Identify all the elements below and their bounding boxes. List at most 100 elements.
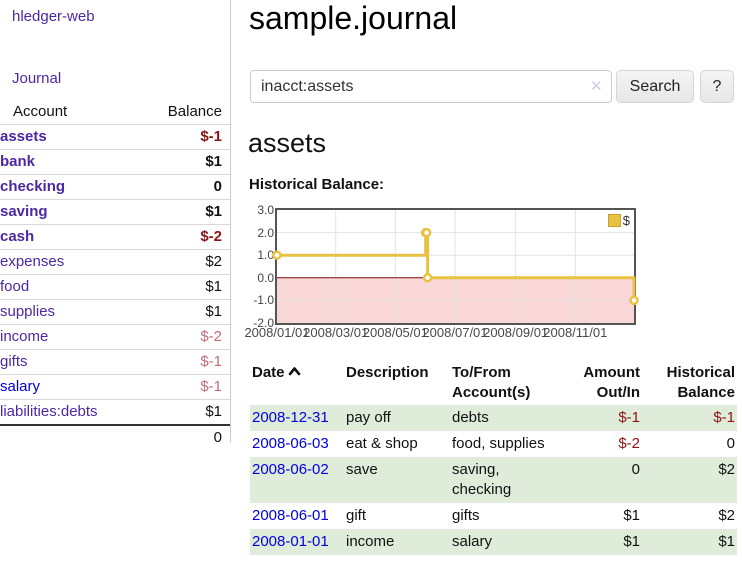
account-link-salary[interactable]: salary <box>0 378 41 395</box>
account-row: cash $-2 <box>0 224 230 250</box>
search-button[interactable]: Search <box>616 70 694 103</box>
account-row: checking 0 <box>0 174 230 200</box>
transaction-description: pay off <box>344 405 450 431</box>
account-link-income[interactable]: income <box>0 328 49 345</box>
y-tick-label: 2.0 <box>257 225 274 240</box>
transaction-balance: $-1 <box>713 409 735 426</box>
accounts-table: Account Balance assets $-1 bank $1 checkin… <box>0 100 230 450</box>
register-header-description: Description <box>346 364 429 381</box>
account-row: supplies $1 <box>0 299 230 325</box>
account-row: gifts $-1 <box>0 349 230 375</box>
account-row: liabilities:debts $1 <box>0 399 230 426</box>
sidebar-divider <box>230 0 231 443</box>
accounts-total-value: 0 <box>140 424 230 450</box>
account-balance: $1 <box>140 149 230 175</box>
account-balance: $1 <box>140 274 230 300</box>
account-row: income $-2 <box>0 324 230 350</box>
transaction-date-link[interactable]: 2008-06-03 <box>252 435 329 452</box>
register-header-accounts: To/From Account(s) <box>452 364 531 401</box>
y-tick-label: 1.0 <box>257 248 274 263</box>
chart-title: Historical Balance: <box>249 176 385 193</box>
account-row: assets $-1 <box>0 124 230 150</box>
account-link-gifts[interactable]: gifts <box>0 353 28 370</box>
account-link-food[interactable]: food <box>0 278 30 295</box>
transaction-amount: 0 <box>631 461 640 478</box>
account-balance: 0 <box>140 174 230 200</box>
transaction-description: income <box>344 529 450 555</box>
transaction-accounts: gifts <box>452 507 480 524</box>
sort-ascending-icon <box>288 363 301 383</box>
transaction-accounts: debts <box>450 405 554 431</box>
account-link-assets[interactable]: assets <box>0 128 47 145</box>
register-header-amount: Amount Out/In <box>583 364 640 401</box>
transaction-description: save <box>344 457 450 503</box>
x-tick-label: 2008/01/01 <box>244 325 310 340</box>
legend-label: $ <box>622 213 630 228</box>
account-row: saving $1 <box>0 199 230 225</box>
transaction-row: 2008-01-01 income salary $1 $1 <box>250 529 737 555</box>
transaction-row: 2008-12-31 pay off debts $-1 $-1 <box>250 405 737 431</box>
transaction-amount: $1 <box>623 533 640 550</box>
transaction-balance: $2 <box>718 461 735 478</box>
transaction-date-link[interactable]: 2008-12-31 <box>252 409 329 426</box>
historical-balance-chart: 3.0 2.0 1.0 0.0 -1.0 -2.0 $ 2008/01/01 2008/03… <box>240 203 742 348</box>
account-heading: assets <box>248 128 327 158</box>
x-tick-label: 2008/07/01 <box>422 325 488 340</box>
account-link-expenses[interactable]: expenses <box>0 253 65 270</box>
app-brand-link[interactable]: hledger-web <box>12 8 95 25</box>
accounts-total-row: 0 <box>0 424 230 450</box>
account-link-checking[interactable]: checking <box>0 178 66 195</box>
x-tick-label: 2008/11/01 <box>543 325 608 340</box>
account-link-bank[interactable]: bank <box>0 153 36 170</box>
account-balance: $1 <box>140 399 230 426</box>
accounts-header-account: Account <box>0 100 141 125</box>
transactions-table: Date Description To/From Account(s) Amou… <box>250 361 737 555</box>
register-header-date[interactable]: Date <box>250 361 344 405</box>
account-balance: $-1 <box>140 124 230 150</box>
sidebar-item-journal[interactable]: Journal <box>12 70 62 87</box>
legend-swatch-icon <box>607 214 621 227</box>
clear-search-icon[interactable]: ✕ <box>590 78 603 95</box>
x-tick-label: 2008/05/01 <box>362 325 428 340</box>
account-balance: $-2 <box>140 324 230 350</box>
transaction-balance: $2 <box>718 507 735 524</box>
chart-legend: $ <box>607 213 630 228</box>
account-row: expenses $2 <box>0 249 230 275</box>
transaction-row: 2008-06-03 eat & shop food, supplies $-2… <box>250 431 737 457</box>
accounts-header-balance: Balance <box>140 100 230 125</box>
transaction-accounts: saving, checking <box>450 457 554 503</box>
transaction-amount: $1 <box>623 507 640 524</box>
account-balance: $-1 <box>140 349 230 375</box>
x-tick-label: 2008/09/01 <box>483 325 549 340</box>
transaction-accounts: salary <box>450 529 554 555</box>
transaction-row: 2008-06-01 gift gifts $1 $2 <box>250 503 737 529</box>
transaction-date-link[interactable]: 2008-06-02 <box>252 461 329 478</box>
transaction-date-link[interactable]: 2008-01-01 <box>252 533 329 550</box>
account-link-cash[interactable]: cash <box>0 228 35 245</box>
account-balance: $2 <box>140 249 230 275</box>
chart-canvas <box>272 210 639 323</box>
page-title: sample.journal <box>249 0 458 36</box>
transaction-amount: $-2 <box>618 435 640 452</box>
help-button[interactable]: ? <box>700 70 734 103</box>
transaction-date-link[interactable]: 2008-06-01 <box>252 507 329 524</box>
account-link-liabilities-debts[interactable]: liabilities:debts <box>0 403 98 420</box>
transaction-balance: $1 <box>718 533 735 550</box>
account-row: food $1 <box>0 274 230 300</box>
y-tick-label: 0.0 <box>257 270 274 285</box>
transaction-accounts: food, supplies <box>452 435 545 452</box>
transaction-row: 2008-06-02 save saving, checking 0 $2 <box>250 457 737 503</box>
account-link-supplies[interactable]: supplies <box>0 303 56 320</box>
account-balance: $-2 <box>140 224 230 250</box>
x-tick-label: 2008/03/01 <box>303 325 369 340</box>
account-row: salary $-1 <box>0 374 230 400</box>
transaction-description: gift <box>346 507 367 524</box>
y-tick-label: 3.0 <box>257 203 274 217</box>
transaction-amount: $-1 <box>618 409 640 426</box>
y-tick-label: -2.0 <box>253 316 274 330</box>
search-input[interactable] <box>250 70 612 103</box>
account-balance: $-1 <box>140 374 230 400</box>
account-balance: $1 <box>140 299 230 325</box>
account-link-saving[interactable]: saving <box>0 203 48 220</box>
account-balance: $1 <box>140 199 230 225</box>
